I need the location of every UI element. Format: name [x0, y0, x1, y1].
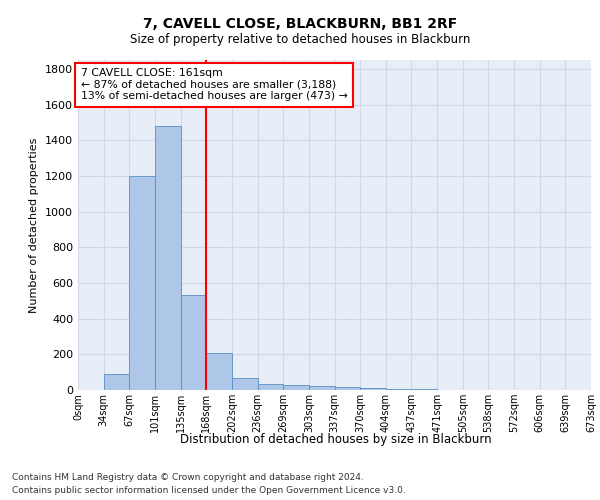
Bar [181, 294, 206, 390]
Y-axis label: Number of detached properties: Number of detached properties [29, 138, 40, 312]
Bar [283, 384, 309, 390]
Bar [130, 176, 155, 390]
Bar [309, 386, 335, 390]
Text: 7, CAVELL CLOSE, BLACKBURN, BB1 2RF: 7, CAVELL CLOSE, BLACKBURN, BB1 2RF [143, 18, 457, 32]
Text: Distribution of detached houses by size in Blackburn: Distribution of detached houses by size … [180, 432, 492, 446]
Text: Contains HM Land Registry data © Crown copyright and database right 2024.: Contains HM Land Registry data © Crown c… [12, 472, 364, 482]
Bar [206, 354, 232, 390]
Bar [104, 374, 130, 390]
Text: Size of property relative to detached houses in Blackburn: Size of property relative to detached ho… [130, 32, 470, 46]
Text: 7 CAVELL CLOSE: 161sqm
← 87% of detached houses are smaller (3,188)
13% of semi-: 7 CAVELL CLOSE: 161sqm ← 87% of detached… [80, 68, 347, 102]
Bar [155, 126, 181, 390]
Bar [257, 384, 283, 390]
Bar [386, 389, 412, 390]
Bar [335, 388, 360, 390]
Bar [232, 378, 257, 390]
Bar [360, 388, 386, 390]
Text: Contains public sector information licensed under the Open Government Licence v3: Contains public sector information licen… [12, 486, 406, 495]
